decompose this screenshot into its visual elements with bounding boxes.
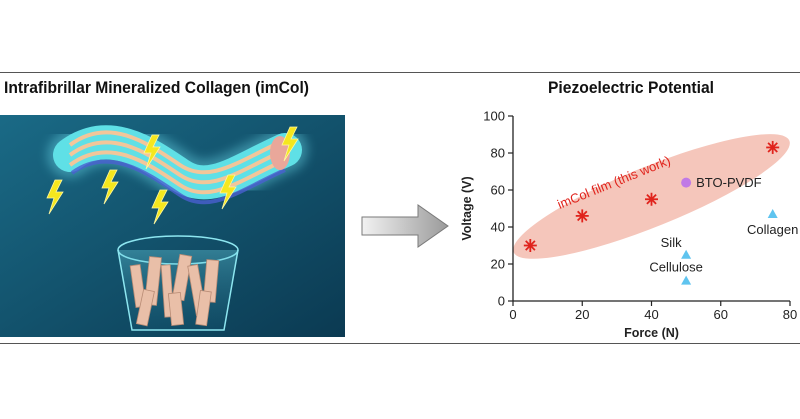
y-tick-label: 60	[491, 183, 505, 198]
asterisk-point	[523, 239, 537, 252]
series-label: Silk	[661, 235, 682, 250]
triangle-point	[767, 209, 778, 219]
x-tick-label: 40	[644, 307, 658, 322]
triangle-point	[681, 275, 692, 285]
collagen-illustration	[0, 115, 345, 337]
left-panel-title: Intrafibrillar Mineralized Collagen (imC…	[4, 78, 310, 97]
right-panel-title: Piezoelectric Potential	[548, 78, 715, 97]
asterisk-point	[645, 192, 658, 206]
y-tick-label: 100	[483, 109, 505, 124]
asterisk-point	[575, 209, 589, 223]
x-tick-label: 20	[575, 307, 589, 322]
asterisk-point	[766, 140, 780, 154]
arrow-right-icon	[361, 204, 449, 248]
y-axis-label: Voltage (V)	[460, 176, 474, 240]
circle-point	[681, 177, 692, 188]
y-tick-label: 0	[498, 294, 505, 309]
y-tick-label: 20	[491, 257, 505, 272]
chart-marks	[523, 140, 780, 285]
piezo-chart: 0 20 40 60 80 0 20 40 60 80 100 Force (N) Voltage (V…	[460, 109, 798, 341]
triangle-point	[681, 249, 692, 259]
y-tick-label: 40	[491, 220, 505, 235]
x-tick-label: 80	[783, 307, 797, 322]
lightning-icon	[46, 126, 299, 225]
series-label: Cellulose	[649, 260, 702, 275]
series-label: BTO-PVDF	[696, 175, 762, 190]
chart-axes: 0 20 40 60 80 0 20 40 60 80 100 Force (N) Voltage (V…	[460, 109, 797, 341]
top-rule	[0, 72, 800, 73]
x-tick-label: 0	[509, 307, 516, 322]
series-label: Collagen	[747, 222, 798, 237]
x-axis-label: Force (N)	[624, 326, 679, 340]
y-tick-label: 80	[491, 146, 505, 161]
mineral-crystals-beaker	[117, 235, 239, 331]
x-tick-label: 60	[714, 307, 728, 322]
bottom-rule	[0, 343, 800, 344]
